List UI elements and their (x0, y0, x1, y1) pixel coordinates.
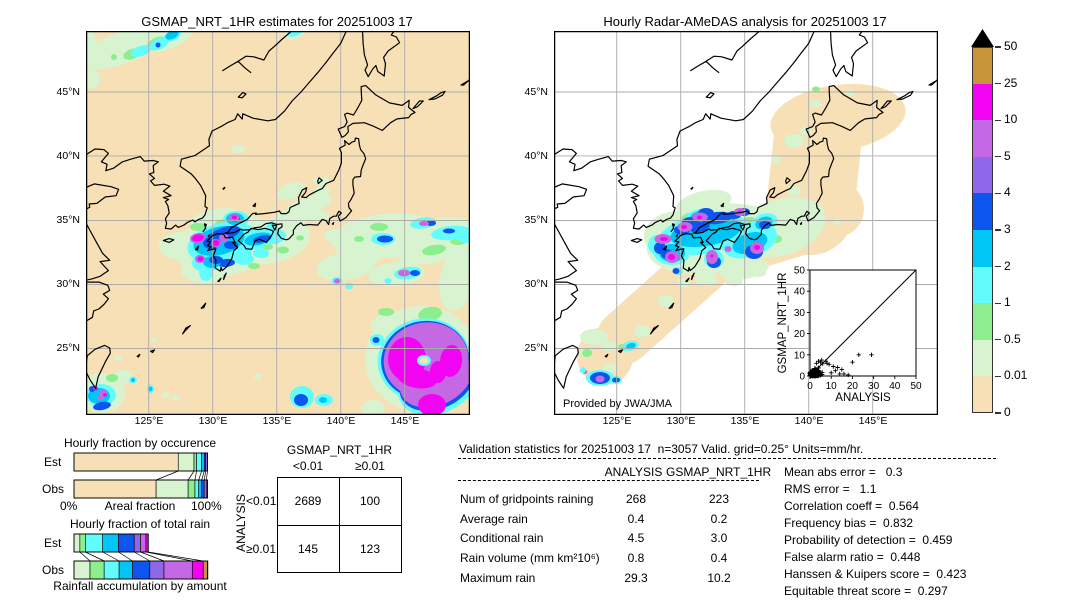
svg-text:10: 10 (826, 381, 838, 392)
svg-text:50: 50 (910, 381, 922, 392)
svg-text:20: 20 (847, 381, 859, 392)
svg-text:50: 50 (794, 266, 806, 277)
svg-text:0: 0 (799, 372, 805, 383)
svg-text:30: 30 (868, 381, 880, 392)
svg-text:0: 0 (807, 381, 813, 392)
svg-text:GSMAP_NRT_1HR: GSMAP_NRT_1HR (777, 273, 789, 374)
svg-text:10: 10 (794, 350, 806, 361)
svg-text:Provided by JWA/JMA: Provided by JWA/JMA (563, 398, 673, 410)
svg-text:40: 40 (794, 287, 806, 298)
svg-text:40: 40 (889, 381, 901, 392)
svg-text:30: 30 (794, 308, 806, 319)
svg-text:ANALYSIS: ANALYSIS (835, 392, 891, 404)
svg-text:20: 20 (794, 329, 806, 340)
